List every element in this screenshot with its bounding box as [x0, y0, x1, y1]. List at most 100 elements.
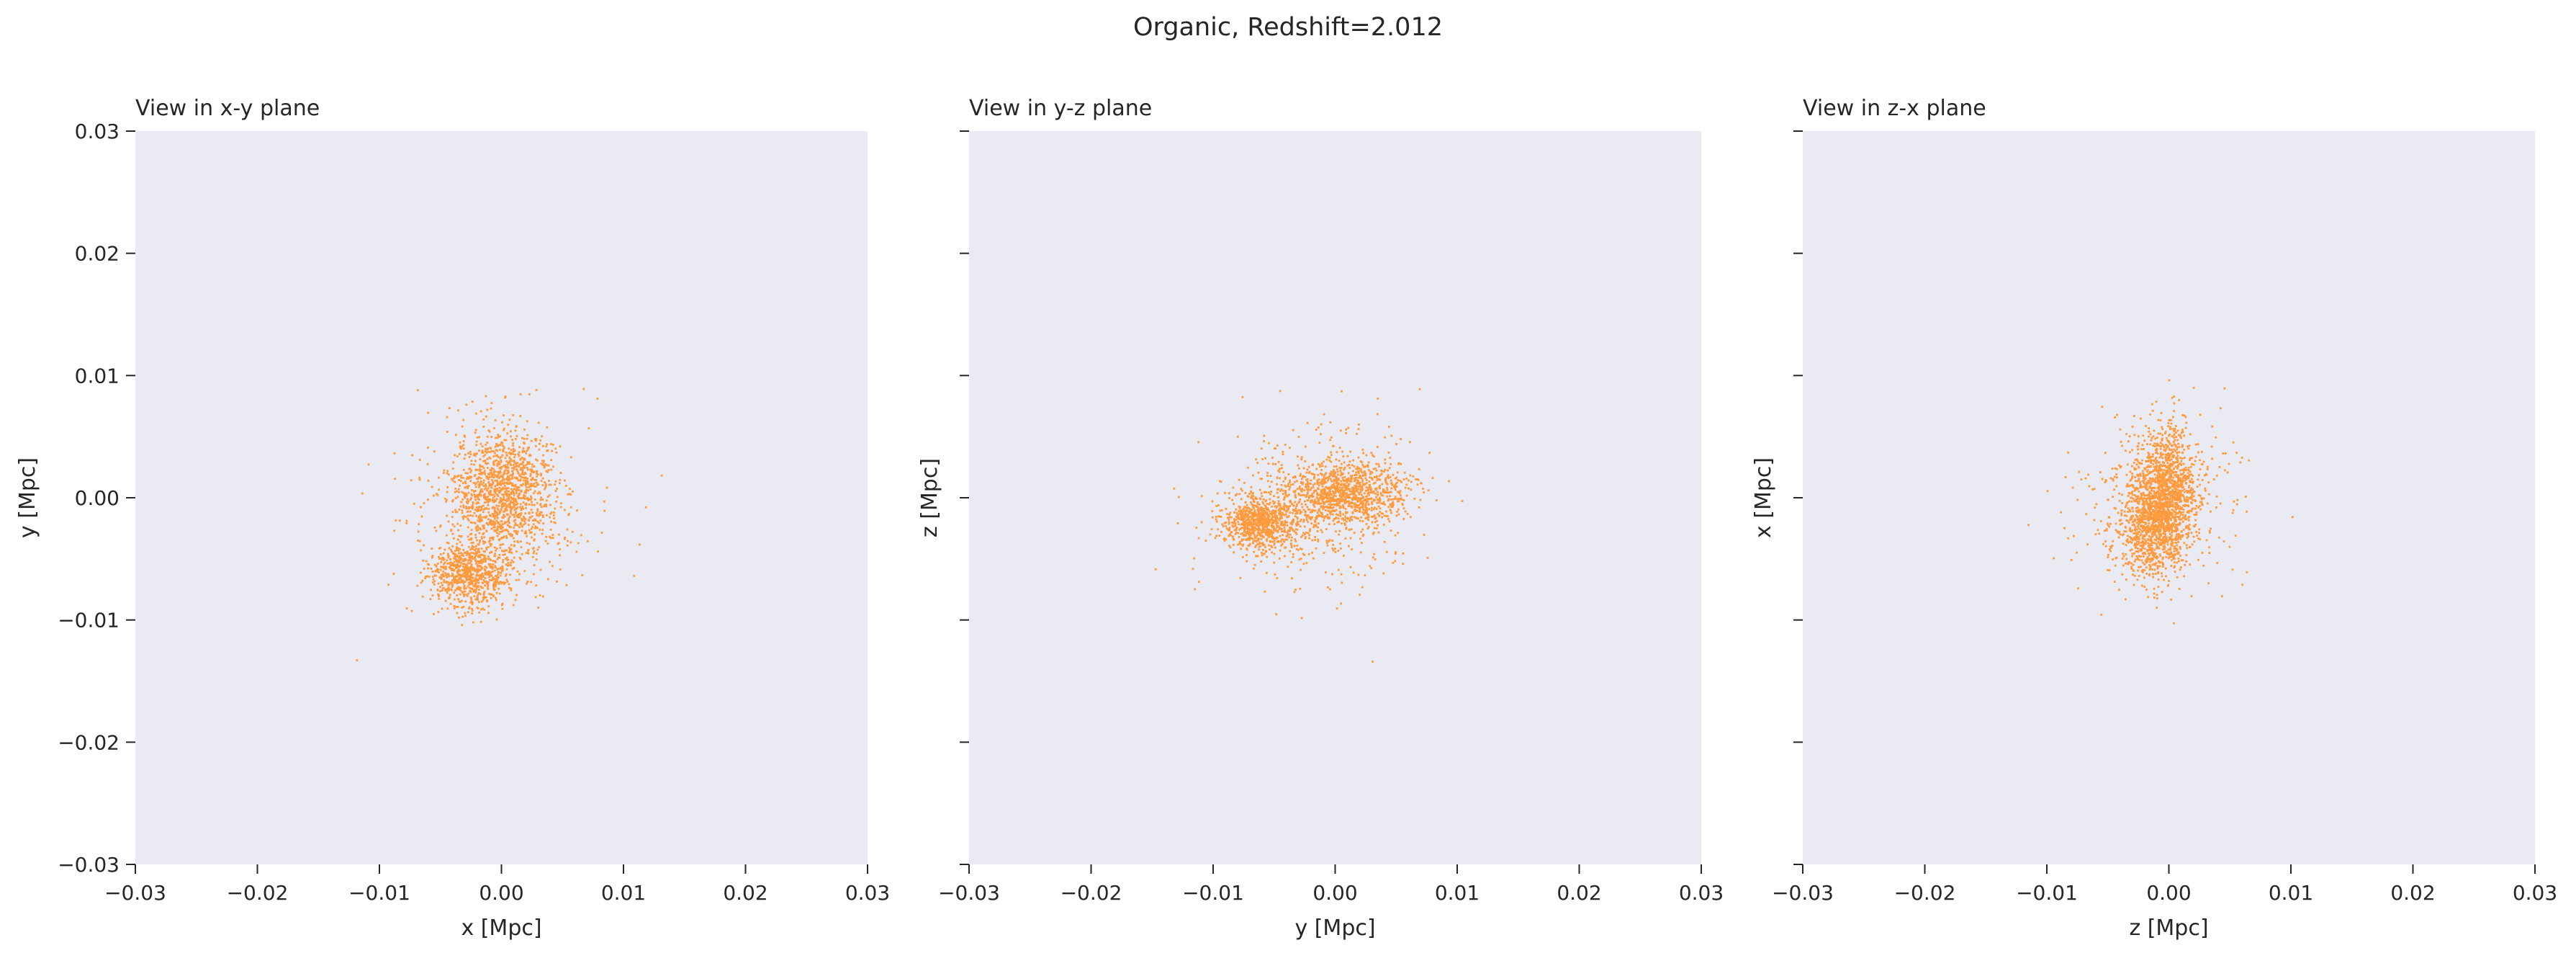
- scatter-point: [1381, 483, 1384, 486]
- scatter-point: [485, 498, 487, 500]
- scatter-point: [1192, 568, 1194, 571]
- scatter-point: [473, 493, 476, 496]
- scatter-point: [1247, 522, 1250, 525]
- scatter-point: [1394, 552, 1397, 555]
- scatter-point: [1323, 492, 1326, 494]
- scatter-point: [1345, 520, 1348, 523]
- scatter-point: [493, 495, 496, 498]
- scatter-point: [505, 473, 508, 475]
- scatter-point: [485, 462, 488, 465]
- scatter-point: [513, 529, 515, 532]
- scatter-point: [512, 452, 514, 455]
- scatter-point: [461, 573, 464, 576]
- scatter-point: [529, 455, 532, 457]
- scatter-point: [482, 599, 485, 601]
- scatter-point: [526, 467, 528, 469]
- scatter-point: [499, 435, 501, 437]
- scatter-point: [1374, 481, 1377, 484]
- scatter-point: [1321, 500, 1324, 503]
- scatter-point: [505, 573, 508, 576]
- scatter-point: [1272, 537, 1274, 540]
- scatter-point: [507, 530, 510, 533]
- scatter-point: [533, 540, 536, 542]
- scatter-point: [1319, 464, 1322, 467]
- scatter-point: [1342, 517, 1345, 519]
- scatter-point: [458, 452, 461, 455]
- scatter-point: [431, 556, 433, 559]
- scatter-point: [476, 436, 479, 439]
- scatter-point: [531, 526, 533, 529]
- scatter-point: [518, 488, 521, 491]
- scatter-point: [467, 559, 470, 562]
- scatter-point: [1250, 486, 1253, 488]
- scatter-point: [1379, 496, 1381, 499]
- scatter-point: [1377, 493, 1379, 496]
- scatter-point: [477, 495, 479, 498]
- scatter-point: [1321, 516, 1324, 519]
- scatter-point: [1375, 487, 1378, 490]
- scatter-point: [466, 498, 469, 501]
- scatter-point: [1387, 506, 1390, 509]
- scatter-point: [1426, 557, 1429, 559]
- scatter-point: [1343, 484, 1345, 487]
- scatter-point: [1324, 473, 1326, 476]
- scatter-point: [491, 571, 494, 573]
- scatter-point: [1384, 477, 1387, 480]
- scatter-point: [469, 582, 472, 585]
- scatter-point: [446, 559, 449, 562]
- scatter-point: [456, 542, 459, 545]
- scatter-point: [1351, 506, 1354, 509]
- scatter-point: [469, 558, 472, 560]
- scatter-point: [1252, 516, 1254, 519]
- scatter-point: [2184, 564, 2187, 566]
- scatter-point: [1219, 480, 1221, 483]
- scatter-point: [1240, 488, 1243, 491]
- scatter-point: [475, 514, 477, 517]
- scatter-point: [495, 449, 497, 452]
- scatter-point: [467, 472, 469, 475]
- scatter-point: [1315, 524, 1318, 527]
- scatter-point: [462, 558, 465, 560]
- scatter-point: [1241, 514, 1244, 516]
- scatter-point: [485, 566, 488, 569]
- scatter-point: [455, 511, 457, 514]
- scatter-point: [1291, 521, 1294, 523]
- scatter-point: [443, 469, 446, 472]
- scatter-point: [1258, 528, 1261, 531]
- scatter-point: [582, 388, 585, 390]
- scatter-point: [1243, 524, 1246, 527]
- scatter-point: [489, 572, 492, 575]
- scatter-point: [1288, 488, 1291, 491]
- scatter-point: [502, 554, 505, 556]
- scatter-point: [499, 574, 502, 577]
- scatter-point: [482, 481, 485, 484]
- scatter-point: [499, 547, 502, 550]
- scatter-point: [487, 563, 490, 565]
- scatter-point: [478, 520, 481, 523]
- scatter-point: [1397, 532, 1400, 534]
- scatter-point: [557, 542, 560, 545]
- scatter-point: [1241, 532, 1244, 534]
- scatter-point: [356, 659, 359, 661]
- scatter-point: [498, 526, 501, 528]
- scatter-point: [1353, 465, 1356, 467]
- scatter-point: [2174, 439, 2176, 442]
- scatter-point: [1225, 525, 1228, 527]
- scatter-point: [541, 484, 544, 486]
- scatter-point: [1229, 546, 1232, 549]
- scatter-point: [533, 527, 536, 529]
- scatter-point: [1284, 521, 1287, 524]
- scatter-point: [504, 395, 507, 398]
- scatter-point: [1295, 524, 1298, 527]
- scatter-point: [2190, 480, 2193, 483]
- scatter-point: [473, 511, 476, 514]
- scatter-point: [1260, 506, 1263, 509]
- scatter-point: [1313, 483, 1316, 485]
- scatter-point: [454, 555, 456, 557]
- scatter-point: [1318, 484, 1320, 487]
- scatter-point: [1252, 523, 1255, 526]
- scatter-point: [475, 496, 477, 498]
- scatter-point: [496, 488, 498, 490]
- scatter-point: [1277, 525, 1280, 527]
- scatter-point: [446, 491, 449, 493]
